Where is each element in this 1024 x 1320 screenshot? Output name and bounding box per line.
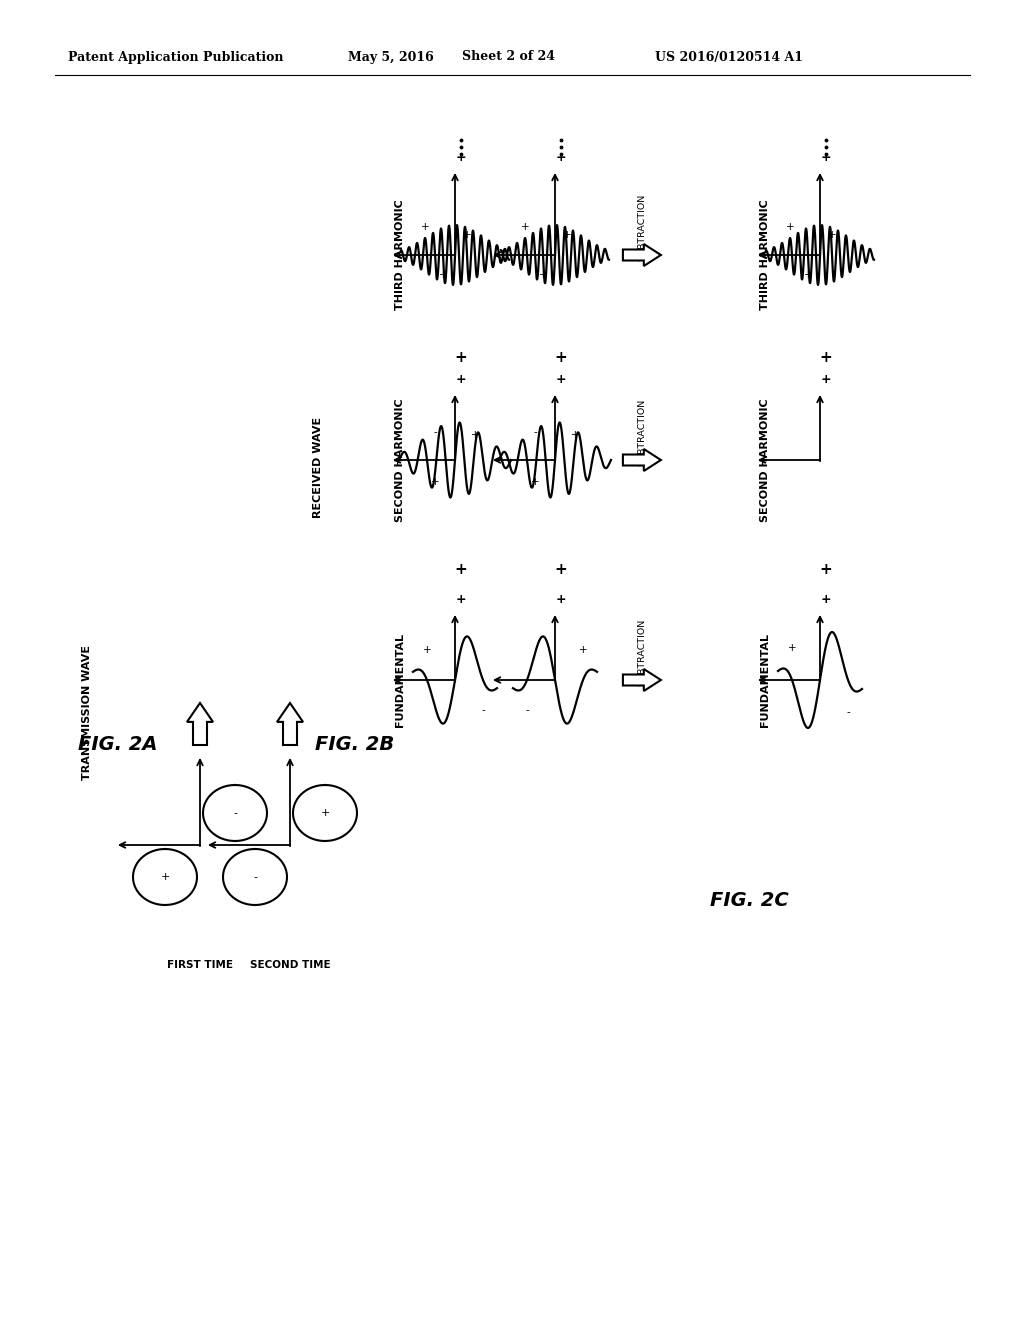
Polygon shape xyxy=(623,669,660,690)
Text: -: - xyxy=(534,426,537,437)
Text: +: + xyxy=(827,230,837,240)
Text: +: + xyxy=(321,808,330,818)
Text: +: + xyxy=(421,222,429,232)
Text: May 5, 2016: May 5, 2016 xyxy=(348,50,434,63)
Text: RECEIVED WAVE: RECEIVED WAVE xyxy=(313,416,323,517)
Text: +: + xyxy=(570,430,580,440)
Text: +: + xyxy=(819,562,833,578)
Text: +: + xyxy=(161,873,170,882)
Text: SUBTRACTION: SUBTRACTION xyxy=(638,399,646,466)
Text: Patent Application Publication: Patent Application Publication xyxy=(68,50,284,63)
Text: SUBTRACTION: SUBTRACTION xyxy=(638,618,646,685)
Text: +: + xyxy=(820,374,831,385)
Text: +: + xyxy=(530,477,540,487)
Text: FIG. 2A: FIG. 2A xyxy=(78,735,158,755)
Text: +: + xyxy=(423,645,431,655)
Text: -: - xyxy=(846,708,850,717)
Text: FIG. 2B: FIG. 2B xyxy=(315,735,394,755)
Text: Sheet 2 of 24: Sheet 2 of 24 xyxy=(462,50,555,63)
Text: +: + xyxy=(556,593,566,606)
Text: -: - xyxy=(525,705,528,715)
Text: +: + xyxy=(455,350,467,364)
Text: +: + xyxy=(804,271,812,280)
Text: +: + xyxy=(820,150,831,164)
Text: TRANSMISSION WAVE: TRANSMISSION WAVE xyxy=(82,644,92,780)
Text: +: + xyxy=(819,350,833,364)
Text: THIRD HARMONIC: THIRD HARMONIC xyxy=(395,199,406,310)
Text: +: + xyxy=(787,643,797,653)
Text: THIRD HARMONIC: THIRD HARMONIC xyxy=(760,199,770,310)
Text: SUBTRACTION: SUBTRACTION xyxy=(638,193,646,260)
Polygon shape xyxy=(187,704,213,744)
Text: +: + xyxy=(579,645,588,655)
Text: +: + xyxy=(820,593,831,606)
Text: +: + xyxy=(556,374,566,385)
Text: -: - xyxy=(233,808,237,818)
Text: +: + xyxy=(562,230,571,240)
Text: +: + xyxy=(539,271,547,280)
Text: +: + xyxy=(555,562,567,578)
Text: SECOND HARMONIC: SECOND HARMONIC xyxy=(760,399,770,521)
Text: -: - xyxy=(481,705,485,715)
Polygon shape xyxy=(623,244,660,267)
Text: +: + xyxy=(520,222,529,232)
Text: FUNDAMENTAL: FUNDAMENTAL xyxy=(395,634,406,727)
Text: SECOND TIME: SECOND TIME xyxy=(250,960,331,970)
Text: +: + xyxy=(463,230,471,240)
Text: +: + xyxy=(456,150,466,164)
Text: +: + xyxy=(438,271,447,280)
Text: FIG. 2C: FIG. 2C xyxy=(710,891,788,909)
Text: +: + xyxy=(785,222,795,232)
Text: +: + xyxy=(455,562,467,578)
Text: +: + xyxy=(431,477,439,487)
Text: FIRST TIME: FIRST TIME xyxy=(167,960,233,970)
Text: +: + xyxy=(456,374,466,385)
Text: +: + xyxy=(555,350,567,364)
Text: -: - xyxy=(253,873,257,882)
Polygon shape xyxy=(623,449,660,471)
Text: +: + xyxy=(471,430,479,440)
Text: FUNDAMENTAL: FUNDAMENTAL xyxy=(760,634,770,727)
Text: +: + xyxy=(456,593,466,606)
Text: SECOND HARMONIC: SECOND HARMONIC xyxy=(395,399,406,521)
Text: -: - xyxy=(433,426,437,437)
Text: +: + xyxy=(556,150,566,164)
Polygon shape xyxy=(278,704,303,744)
Text: US 2016/0120514 A1: US 2016/0120514 A1 xyxy=(655,50,803,63)
